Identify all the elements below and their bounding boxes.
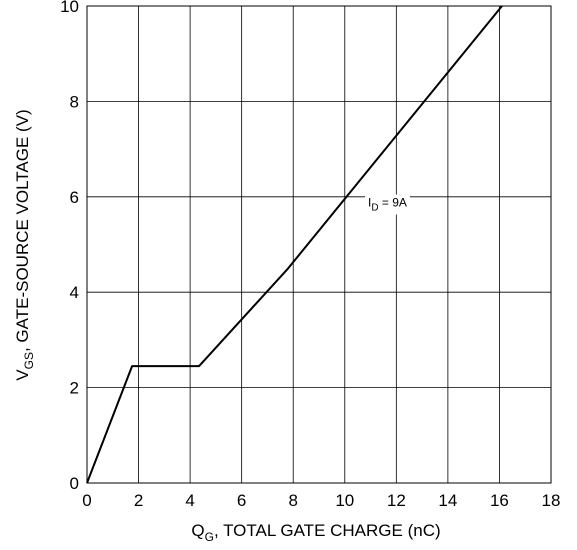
x-label-rest: , TOTAL GATE CHARGE (nC) (214, 521, 441, 540)
y-tick-labels: 0 2 4 6 8 10 (60, 0, 79, 493)
y-label-main: V (13, 369, 32, 381)
series-line-0 (86, 5, 503, 484)
series-layer (86, 5, 503, 484)
annotation-main: I (368, 196, 371, 210)
x-tick-label: 14 (438, 491, 457, 510)
x-tick-label: 16 (490, 491, 509, 510)
x-tick-label: 10 (335, 491, 354, 510)
y-tick-label: 6 (70, 188, 79, 207)
x-tick-label: 18 (542, 491, 561, 510)
x-tick-label: 0 (82, 491, 91, 510)
y-axis-label: VGS, GATE-SOURCE VOLTAGE (V) (13, 109, 36, 380)
annotation-background (364, 194, 410, 215)
x-tick-labels: 0 2 4 6 8 10 12 14 16 18 (82, 491, 560, 510)
y-tick-label: 8 (70, 92, 79, 111)
annotation-rest: = 9A (379, 196, 407, 210)
x-label-sub: G (205, 530, 214, 544)
current-annotation: ID = 9A (364, 194, 410, 215)
x-tick-label: 6 (237, 491, 246, 510)
x-tick-label: 4 (185, 491, 194, 510)
y-tick-label: 10 (60, 0, 79, 16)
y-label-rest: , GATE-SOURCE VOLTAGE (V) (13, 109, 32, 352)
x-axis-label: QG, TOTAL GATE CHARGE (nC) (191, 521, 440, 544)
x-tick-label: 8 (288, 491, 297, 510)
y-tick-label: 4 (70, 283, 79, 302)
y-tick-label: 0 (70, 474, 79, 493)
y-tick-label: 2 (70, 379, 79, 398)
grid (87, 6, 551, 483)
x-tick-label: 12 (387, 491, 406, 510)
plot-frame (86, 5, 552, 484)
annotation-text: ID = 9A (368, 196, 407, 214)
x-tick-label: 2 (134, 491, 143, 510)
x-label-main: Q (191, 521, 204, 540)
annotation-sub: D (371, 203, 378, 214)
y-label-sub: GS (22, 352, 36, 369)
